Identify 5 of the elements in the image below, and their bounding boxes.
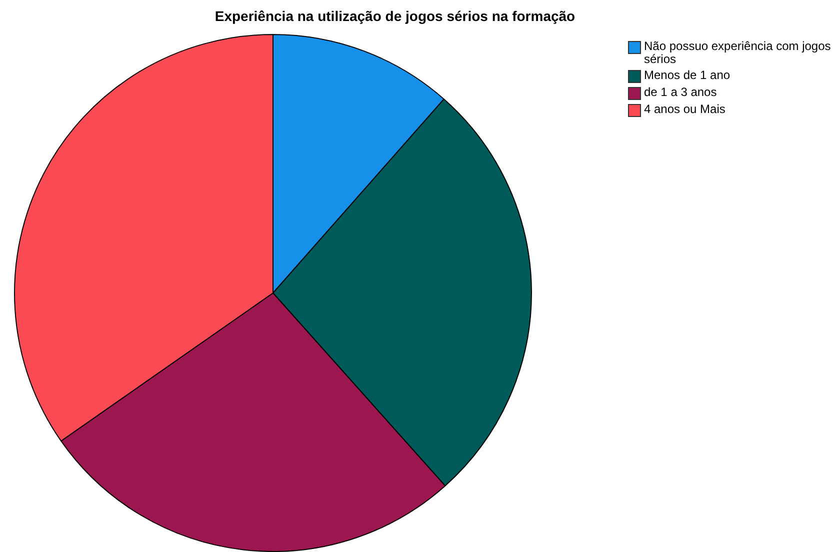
legend-label: 4 anos ou Mais xyxy=(644,102,726,116)
legend-label: Menos de 1 ano xyxy=(644,68,730,82)
chart-title: Experiência na utilização de jogos sérios na formação xyxy=(214,8,576,24)
legend-label: Não possuo experiência com jogos sérios xyxy=(644,39,832,66)
legend-label: de 1 a 3 anos xyxy=(644,85,717,99)
